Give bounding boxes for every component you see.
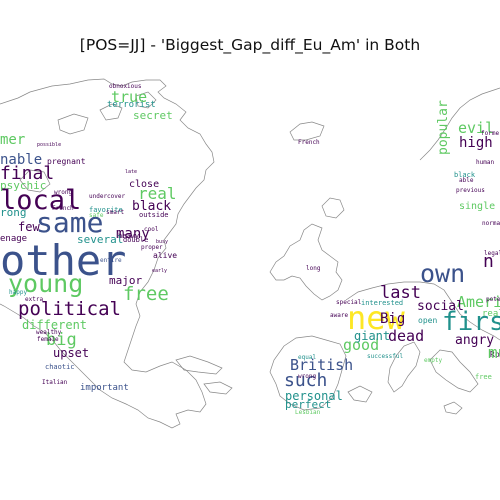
europe-word: dead — [388, 329, 424, 344]
europe-word: social — [417, 300, 464, 313]
europe-word: French — [298, 140, 320, 146]
europe-word: mu — [488, 345, 500, 361]
europe-word: giant — [354, 330, 390, 342]
europe-word: popular — [437, 100, 450, 155]
europe-word: interested — [361, 300, 403, 307]
europe-word: single — [459, 202, 495, 212]
europe-word: previous — [456, 188, 485, 194]
europe-word: n — [483, 253, 494, 271]
europe-word: normal — [482, 221, 500, 227]
europe-word: long — [306, 266, 320, 272]
europe-word: own — [420, 261, 465, 286]
europe-word: aware — [330, 313, 348, 319]
europe-word: wrong — [298, 374, 316, 380]
europe-word: high — [459, 136, 493, 150]
europe-word: black — [454, 172, 475, 179]
europe-word: special — [336, 300, 361, 306]
europe-word: potential — [486, 297, 500, 303]
europe-word: real — [482, 310, 500, 319]
europe-word: equal — [298, 355, 316, 361]
europe-word: former — [481, 131, 500, 137]
europe-word: Lesbian — [295, 410, 320, 416]
europe-word: human — [476, 160, 494, 166]
europe-word: successful — [367, 354, 403, 360]
europe-word: open — [418, 317, 437, 325]
europe-word: empty — [424, 358, 442, 364]
europe-word: Big — [380, 312, 405, 326]
europe-word: free — [475, 374, 492, 381]
